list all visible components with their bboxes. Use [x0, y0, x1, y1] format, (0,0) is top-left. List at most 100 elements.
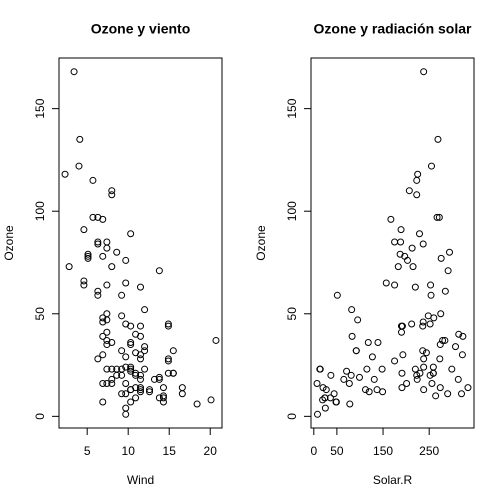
point	[340, 375, 348, 383]
point	[397, 226, 405, 234]
point	[361, 386, 369, 394]
point	[448, 365, 456, 373]
point	[321, 404, 329, 412]
point	[420, 68, 428, 76]
x-tick-label: 15	[163, 444, 177, 458]
point	[127, 398, 135, 406]
point	[103, 365, 111, 373]
point	[103, 380, 111, 388]
point	[319, 384, 327, 392]
point	[345, 380, 353, 388]
point	[113, 248, 121, 256]
point	[61, 170, 69, 178]
plot-box	[58, 57, 223, 429]
point	[103, 244, 111, 252]
point	[398, 328, 406, 336]
point	[146, 386, 154, 394]
point	[84, 254, 92, 262]
point	[439, 336, 447, 344]
chart-title: Ozone y radiación solar	[314, 21, 472, 37]
point	[118, 390, 126, 398]
point	[164, 322, 172, 330]
point	[313, 410, 321, 418]
point	[94, 291, 102, 299]
y-tick-label: 0	[285, 413, 299, 420]
point	[419, 318, 427, 326]
point	[99, 314, 107, 322]
point	[132, 349, 140, 357]
point	[193, 400, 201, 408]
point	[94, 240, 102, 248]
point	[348, 306, 356, 314]
point	[370, 375, 378, 383]
point	[437, 254, 445, 262]
point	[75, 162, 83, 170]
point	[127, 386, 135, 394]
y-tick-label: 50	[285, 307, 299, 321]
point	[364, 338, 372, 346]
point	[444, 390, 452, 398]
point	[141, 365, 149, 373]
point	[382, 279, 390, 287]
point	[150, 375, 158, 383]
y-tick-label: 150	[285, 98, 299, 118]
point	[430, 314, 438, 322]
point	[76, 135, 84, 143]
point	[132, 371, 140, 379]
point	[103, 328, 111, 336]
point	[405, 187, 413, 195]
point	[122, 380, 130, 388]
point	[399, 351, 407, 359]
point	[346, 400, 354, 408]
point	[132, 330, 140, 338]
x-tick-label: 0	[310, 444, 317, 458]
point	[122, 363, 130, 371]
point	[137, 375, 144, 383]
point	[319, 396, 327, 404]
point	[343, 367, 351, 375]
point	[464, 384, 472, 392]
point	[396, 250, 404, 258]
point	[178, 384, 186, 392]
point	[178, 390, 186, 398]
x-tick-label: 10	[122, 444, 136, 458]
point	[99, 318, 107, 326]
point	[103, 310, 111, 318]
point	[169, 369, 177, 377]
point	[127, 338, 135, 346]
point	[458, 351, 466, 359]
point	[414, 170, 422, 178]
point	[363, 365, 371, 373]
point	[99, 351, 107, 359]
point	[164, 369, 172, 377]
point	[411, 283, 419, 291]
point	[434, 135, 442, 143]
point	[137, 386, 144, 394]
point	[452, 343, 460, 351]
point	[122, 320, 130, 328]
point	[420, 386, 428, 394]
point	[99, 332, 107, 340]
point	[118, 365, 126, 373]
point	[84, 250, 92, 258]
point	[348, 332, 356, 340]
point	[391, 238, 399, 246]
point	[433, 213, 441, 221]
point	[427, 291, 435, 299]
point	[164, 357, 172, 365]
y-axis-label: Ozone	[2, 225, 16, 261]
point	[146, 388, 154, 396]
y-tick-label: 50	[33, 307, 47, 321]
point	[347, 371, 355, 379]
point	[137, 388, 144, 396]
x-tick-label: 5	[84, 444, 91, 458]
point	[420, 355, 428, 363]
point	[419, 347, 427, 355]
point	[419, 240, 427, 248]
point	[330, 390, 338, 398]
point	[432, 392, 440, 400]
point	[446, 248, 454, 256]
plot-box	[310, 57, 475, 429]
point	[419, 322, 427, 330]
point	[413, 375, 421, 383]
